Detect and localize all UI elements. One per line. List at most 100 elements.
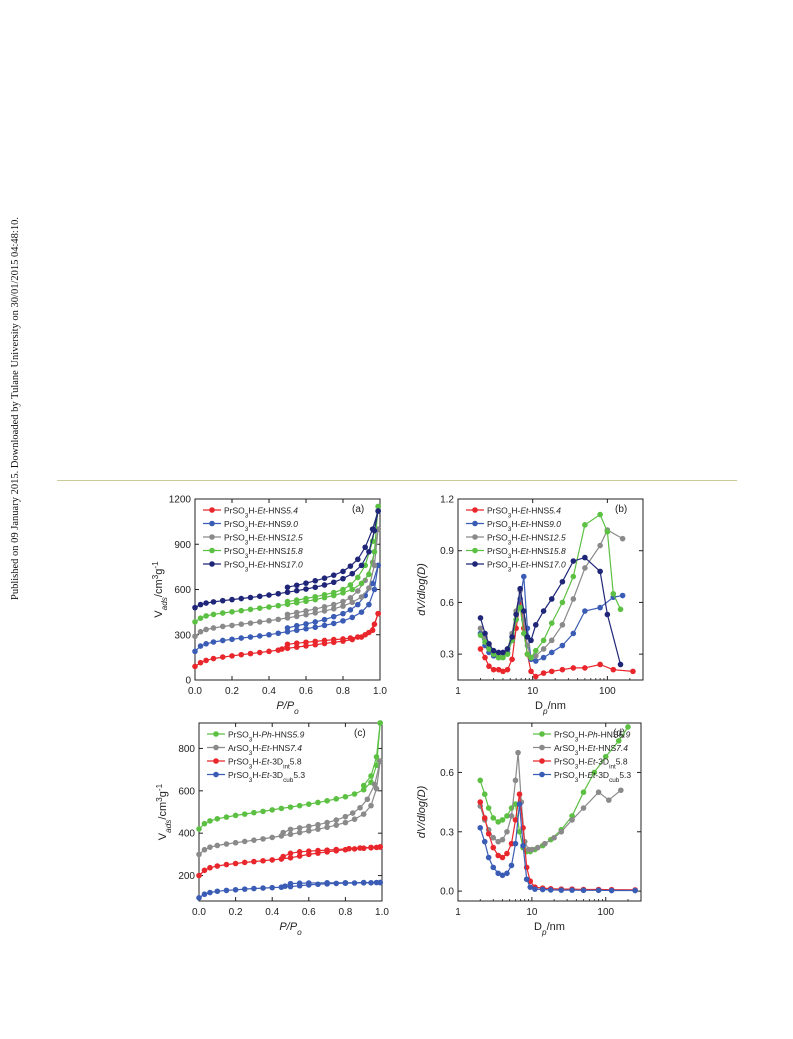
data-point — [303, 586, 309, 592]
data-point — [269, 807, 276, 813]
data-point — [197, 628, 204, 635]
data-point — [477, 615, 484, 621]
data-point — [508, 805, 515, 811]
data-point — [371, 586, 378, 593]
x-axis-label: Dp/nm — [535, 700, 566, 716]
data-point — [229, 622, 235, 629]
y-axis-label: dV/dlog(D) — [416, 563, 428, 616]
data-point — [324, 879, 330, 886]
data-point — [266, 631, 272, 638]
data-point — [529, 846, 535, 853]
data-point — [303, 608, 309, 614]
legend-entry: PrSO3H-Et-HNS15.8 — [487, 546, 566, 560]
data-point — [569, 887, 575, 893]
data-point — [355, 556, 361, 563]
y-tick-label: 0.6 — [440, 598, 454, 609]
data-point — [481, 791, 488, 797]
data-point — [203, 613, 209, 619]
plot-frame — [457, 722, 642, 902]
data-point — [197, 659, 204, 666]
data-point — [569, 813, 575, 819]
data-point — [197, 643, 204, 649]
data-point — [219, 654, 226, 660]
data-point — [330, 589, 337, 596]
data-point — [495, 654, 502, 661]
legend-marker — [209, 547, 215, 554]
data-point — [342, 813, 349, 820]
y-tick-label: 0.3 — [440, 650, 454, 661]
x-tick-label: 0.0 — [188, 686, 202, 697]
y-tick-label: 0.6 — [440, 768, 454, 779]
data-point — [321, 622, 328, 629]
data-point — [355, 601, 361, 608]
data-point — [223, 841, 230, 847]
legend-entry: PrSO3H-Et-3Dcub5.3 — [554, 770, 631, 784]
data-point — [486, 641, 492, 647]
data-point — [303, 595, 309, 602]
legend-entry: PrSO3H-Et-HNS17.0 — [224, 560, 303, 574]
data-point — [280, 853, 286, 860]
data-point — [340, 586, 346, 593]
data-point — [527, 884, 534, 890]
x-tick-label: 0.8 — [336, 686, 350, 697]
data-point — [508, 840, 515, 847]
y-tick-label: 0.9 — [440, 546, 454, 557]
data-point — [260, 885, 266, 891]
legend-marker — [213, 758, 219, 764]
data-point — [203, 641, 209, 647]
legend-entry: PrSO3H-Et-3Dcub5.3 — [228, 770, 305, 784]
data-point — [321, 637, 328, 644]
panel-label: (a) — [352, 504, 364, 515]
data-point — [296, 849, 303, 855]
data-point — [342, 793, 349, 800]
data-point — [238, 635, 245, 641]
data-point — [287, 831, 294, 838]
x-axis-label: P/Po — [276, 700, 299, 716]
data-point — [324, 847, 330, 853]
legend-marker — [472, 520, 478, 527]
data-point — [368, 773, 374, 779]
data-point — [247, 634, 254, 640]
data-point — [303, 625, 309, 632]
data-point — [509, 634, 515, 640]
data-point — [508, 862, 515, 869]
data-point — [606, 797, 612, 803]
legend-entry: PrSO3H-Et-HNS9.0 — [224, 519, 298, 533]
series-green — [477, 511, 624, 661]
data-point — [287, 854, 294, 861]
data-point — [482, 630, 488, 637]
data-point — [219, 637, 226, 644]
data-point — [358, 580, 365, 587]
legend-entry: PrSO3H-Et-3Dint5.8 — [554, 757, 628, 771]
data-point — [251, 837, 257, 843]
legend-marker — [209, 520, 215, 527]
data-point — [512, 801, 519, 807]
data-point — [517, 585, 523, 592]
data-point — [495, 838, 501, 845]
data-point — [559, 578, 566, 585]
series-navy — [477, 554, 624, 668]
data-point — [275, 630, 282, 637]
legend-marker — [209, 561, 215, 567]
data-point — [582, 565, 588, 571]
y-tick-label: 0 — [185, 676, 191, 687]
data-point — [247, 606, 254, 613]
legend-marker — [213, 771, 219, 778]
series-blue — [477, 801, 638, 894]
data-point — [330, 620, 337, 627]
data-point — [349, 599, 356, 606]
data-point — [559, 599, 566, 606]
data-point — [306, 880, 312, 886]
legend-marker — [539, 758, 545, 764]
chart-panel: 0.0 0.2 0.4 0.6 0.8 1.0 200 400 600 800 P/Po Vads/c… — [155, 720, 389, 937]
data-point — [279, 646, 285, 652]
data-point — [260, 808, 266, 815]
legend-marker — [472, 561, 478, 567]
data-point — [508, 813, 515, 819]
data-point — [477, 799, 484, 805]
data-point — [284, 625, 291, 631]
data-point — [504, 813, 510, 819]
data-point — [548, 637, 555, 644]
x-tick-label: 0.4 — [265, 907, 279, 918]
data-point — [241, 811, 248, 817]
